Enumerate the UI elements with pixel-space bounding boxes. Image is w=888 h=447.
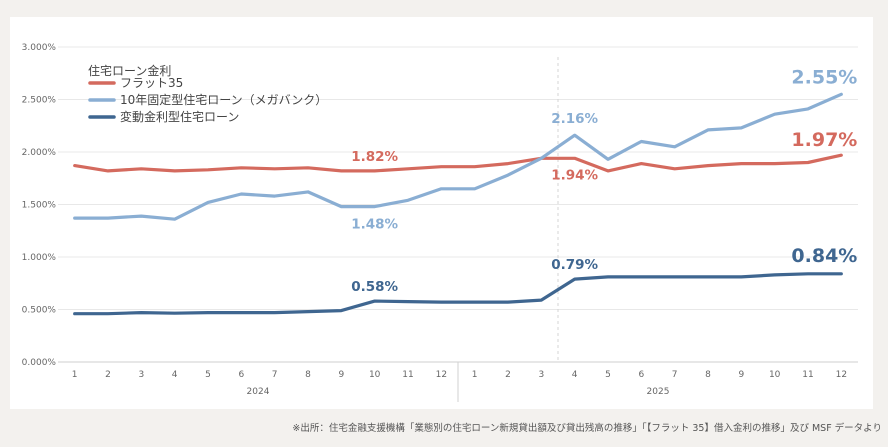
line-chart: 0.000% 0.500% 1.000% 1.500% 2.000% 2.500% 3.00…	[22, 43, 858, 402]
x-tick-label: 6	[638, 370, 644, 380]
data-labels: 1.82% 1.94% 1.97% 1.48% 2.16% 2.55% 0.58% 0.79%…	[351, 66, 857, 295]
data-label: 0.84%	[791, 245, 857, 267]
x-tick-label: 7	[272, 370, 278, 380]
x-tick-label: 10	[769, 370, 781, 380]
x-tick-label: 9	[338, 370, 344, 380]
x-tick-label: 2	[105, 370, 111, 380]
y-axis: 0.000% 0.500% 1.000% 1.500% 2.000% 2.500% 3.00…	[22, 43, 57, 368]
x-tick-label: 7	[672, 370, 678, 380]
x-tick-label: 10	[369, 370, 381, 380]
data-label: 0.79%	[551, 257, 598, 273]
x-tick-label: 8	[705, 370, 711, 380]
x-tick-label: 12	[436, 370, 447, 380]
y-tick-label: 2.500%	[22, 96, 57, 106]
data-label: 0.58%	[351, 279, 398, 295]
x-tick-label: 11	[802, 370, 813, 380]
legend-label: フラット35	[120, 76, 183, 90]
x-tick-label: 1	[472, 370, 478, 380]
x-tick-label: 3	[538, 370, 544, 380]
grid	[58, 46, 858, 402]
series-line	[73, 92, 843, 221]
x-tick-label: 9	[738, 370, 744, 380]
x-tick-label: 3	[138, 370, 144, 380]
x-tick-label: 12	[836, 370, 847, 380]
y-tick-label: 0.500%	[22, 306, 57, 316]
data-label: 1.48%	[351, 217, 398, 233]
x-tick-label: 4	[172, 370, 178, 380]
legend: 住宅ローン金利 フラット35 10年固定型住宅ローン（メガバンク） 変動金利型住宅ロ…	[88, 63, 327, 124]
data-label: 1.82%	[351, 149, 398, 165]
data-label: 2.16%	[551, 111, 598, 127]
x-tick-label: 6	[238, 370, 244, 380]
year-label: 2025	[647, 387, 670, 397]
series-lines	[73, 92, 843, 316]
data-label: 2.55%	[791, 66, 857, 88]
data-label: 1.94%	[551, 167, 598, 183]
x-tick-label: 4	[572, 370, 578, 380]
x-tick-label: 2	[505, 370, 511, 380]
year-label: 2024	[247, 387, 270, 397]
y-tick-label: 1.000%	[22, 253, 57, 263]
y-tick-label: 1.500%	[22, 201, 57, 211]
y-tick-label: 2.000%	[22, 148, 57, 158]
x-tick-label: 5	[205, 370, 211, 380]
legend-title: 住宅ローン金利	[88, 63, 171, 78]
series-line	[73, 272, 843, 316]
series-line	[73, 153, 843, 173]
x-tick-label: 5	[605, 370, 611, 380]
data-label: 1.97%	[791, 129, 857, 151]
chart-panel: 0.000% 0.500% 1.000% 1.500% 2.000% 2.500% 3.00…	[10, 17, 873, 409]
x-tick-label: 1	[72, 370, 78, 380]
y-tick-label: 0.000%	[22, 358, 57, 368]
x-tick-label: 8	[305, 370, 311, 380]
source-note: ※出所：住宅金融支援機構「業態別の住宅ローン新規貸出額及び貸出残高の推移」「【フ…	[292, 423, 882, 434]
legend-label: 10年固定型住宅ローン（メガバンク）	[120, 92, 327, 107]
y-tick-label: 3.000%	[22, 43, 57, 53]
legend-label: 変動金利型住宅ローン	[120, 109, 239, 124]
x-tick-label: 11	[402, 370, 413, 380]
